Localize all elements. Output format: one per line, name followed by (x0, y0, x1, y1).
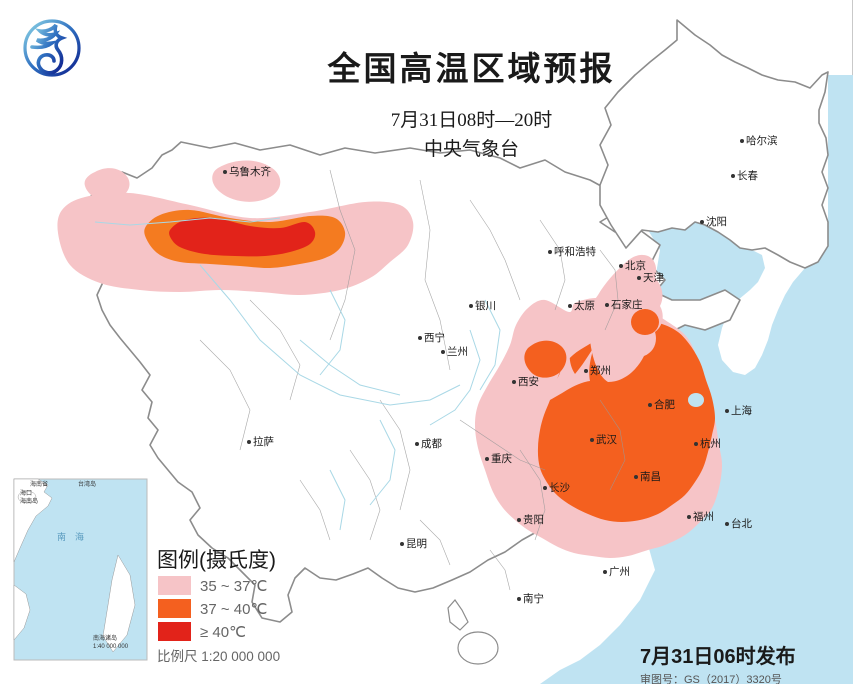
svg-text:郑州: 郑州 (590, 364, 611, 377)
svg-text:长春: 长春 (737, 170, 758, 182)
svg-text:台北: 台北 (731, 517, 752, 530)
svg-text:上海: 上海 (731, 404, 752, 417)
svg-text:天津: 天津 (643, 272, 664, 284)
svg-text:昆明: 昆明 (406, 538, 427, 550)
svg-text:贵阳: 贵阳 (523, 513, 544, 526)
svg-text:南 海: 南 海 (57, 531, 84, 542)
svg-text:37 ~ 40℃: 37 ~ 40℃ (200, 601, 267, 618)
svg-text:北京: 北京 (625, 259, 646, 272)
svg-text:拉萨: 拉萨 (253, 435, 274, 448)
svg-text:广州: 广州 (609, 566, 630, 578)
svg-text:海口: 海口 (20, 489, 32, 497)
svg-text:台湾岛: 台湾岛 (78, 480, 96, 488)
svg-text:1:40 000 000: 1:40 000 000 (93, 644, 129, 650)
svg-text:石家庄: 石家庄 (611, 298, 643, 311)
svg-text:比例尺 1:20 000 000: 比例尺 1:20 000 000 (157, 649, 280, 664)
svg-text:成都: 成都 (421, 438, 442, 450)
svg-text:太原: 太原 (574, 299, 595, 312)
svg-text:西安: 西安 (518, 375, 539, 388)
svg-text:合肥: 合肥 (654, 398, 675, 411)
svg-text:图例(摄氏度): 图例(摄氏度) (157, 549, 276, 572)
svg-text:长沙: 长沙 (549, 482, 570, 494)
svg-text:福州: 福州 (693, 510, 714, 523)
svg-text:南宁: 南宁 (523, 592, 544, 605)
svg-text:沈阳: 沈阳 (706, 215, 727, 228)
svg-text:35 ~ 37℃: 35 ~ 37℃ (200, 578, 267, 595)
svg-text:西宁: 西宁 (424, 331, 445, 344)
svg-text:兰州: 兰州 (447, 345, 468, 358)
svg-text:呼和浩特: 呼和浩特 (554, 246, 596, 258)
svg-text:重庆: 重庆 (491, 452, 512, 465)
svg-text:南昌: 南昌 (640, 470, 661, 483)
svg-text:南海诸岛: 南海诸岛 (93, 634, 117, 642)
svg-text:武汉: 武汉 (596, 433, 617, 446)
svg-text:海南岛: 海南岛 (20, 497, 38, 505)
svg-text:海南省: 海南省 (30, 480, 48, 488)
svg-text:银川: 银川 (475, 299, 496, 312)
svg-text:乌鲁木齐: 乌鲁木齐 (229, 165, 271, 178)
svg-text:杭州: 杭州 (700, 437, 721, 450)
svg-text:≥ 40℃: ≥ 40℃ (200, 624, 246, 641)
